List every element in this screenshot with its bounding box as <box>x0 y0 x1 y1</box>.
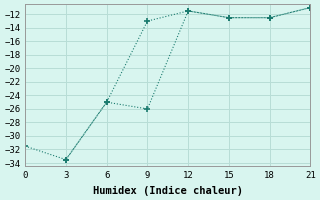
X-axis label: Humidex (Indice chaleur): Humidex (Indice chaleur) <box>93 186 243 196</box>
